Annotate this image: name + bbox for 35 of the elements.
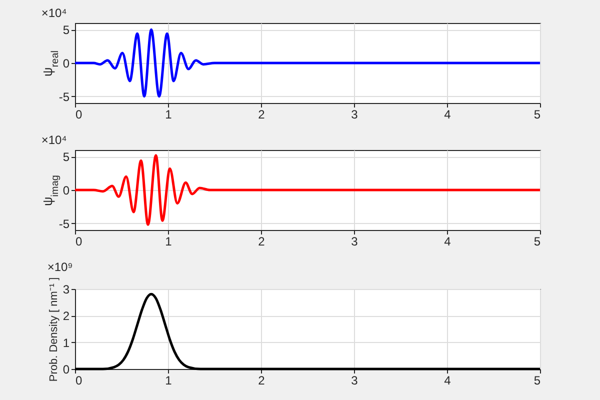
- text: ×10⁴: [41, 6, 67, 20]
- x-tick-label: 0: [76, 374, 82, 388]
- y-tick-label: 1: [62, 336, 70, 350]
- y-tick-label: 2: [62, 309, 70, 324]
- x-tick-label: 2: [258, 108, 266, 122]
- y-tick-label: 0: [62, 362, 70, 376]
- x-tick-label: 1: [165, 234, 172, 248]
- y-tick-label: 3: [62, 282, 70, 296]
- line-series: [74, 154, 542, 226]
- text: ×10⁴: [41, 133, 67, 147]
- y-tick-label: 0: [62, 184, 70, 198]
- x-tick-label: 3: [351, 108, 358, 122]
- x-tick-label: 0: [76, 108, 82, 122]
- y-tick-label: 5: [62, 150, 70, 164]
- y-tick-label: 5: [62, 23, 70, 38]
- y-axis-title: Prob. Density [ nm⁻¹ ]: [48, 277, 60, 382]
- line-series: [74, 28, 542, 98]
- x-tick-label: 5: [534, 374, 541, 388]
- x-tick-label: 4: [444, 374, 452, 388]
- x-tick-label: 2: [258, 234, 266, 248]
- x-tick-label: 1: [165, 374, 172, 388]
- x-tick-label: 5: [534, 234, 541, 248]
- y-tick-label: 0: [62, 56, 70, 70]
- y-tick-label: -5: [58, 90, 70, 104]
- y-tick-label: -5: [58, 216, 70, 231]
- x-tick-label: 4: [444, 234, 452, 248]
- x-tick-label: 5: [534, 108, 541, 122]
- x-tick-label: 0: [76, 234, 82, 248]
- x-tick-label: 1: [165, 108, 172, 122]
- text: ×10⁹: [47, 260, 73, 274]
- line-series: [74, 292, 542, 370]
- x-tick-label: 4: [444, 108, 452, 122]
- x-tick-label: 2: [258, 374, 266, 388]
- x-tick-label: 3: [351, 234, 358, 248]
- x-tick-label: 3: [351, 374, 358, 388]
